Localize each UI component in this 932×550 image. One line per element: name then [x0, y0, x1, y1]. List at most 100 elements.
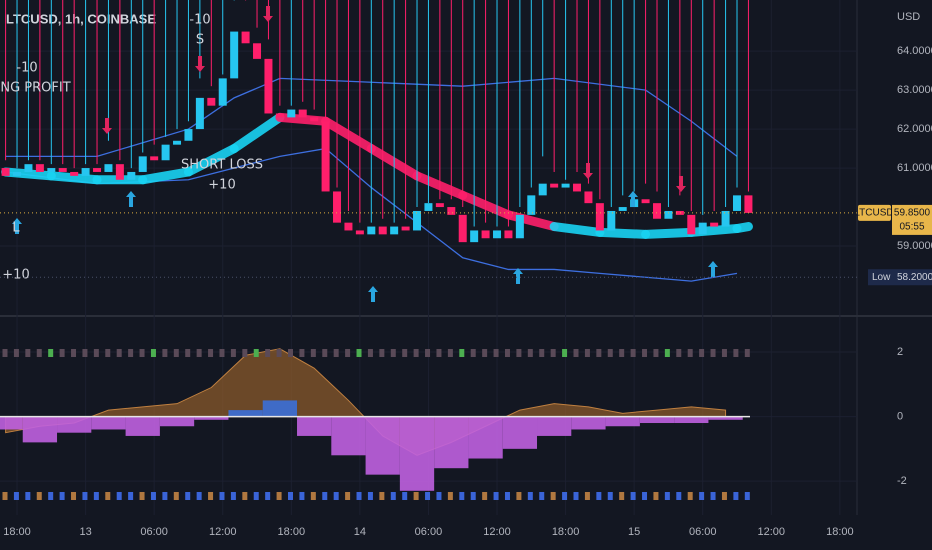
candle-body	[58, 168, 67, 172]
histogram-bar	[674, 416, 709, 424]
signal-dot	[265, 492, 271, 500]
chart-title: LTCUSD, 1h, COINBASE	[6, 11, 156, 26]
signal-dot	[356, 492, 362, 500]
histogram-bar	[468, 416, 503, 459]
signal-dot	[710, 492, 716, 500]
candle-body	[710, 222, 719, 227]
x-tick-label: 12:00	[209, 526, 237, 538]
candle-body	[515, 214, 524, 239]
signal-dot	[573, 349, 579, 357]
ribbon-segment	[1, 167, 56, 181]
histogram-bar	[537, 416, 572, 436]
buy-arrow	[126, 191, 136, 207]
signal-dot	[105, 349, 111, 357]
x-tick-label: 18:00	[826, 526, 854, 538]
signal-dot	[196, 349, 202, 357]
candle-body	[275, 113, 284, 118]
signal-dot	[299, 349, 305, 357]
signal-dot	[25, 349, 31, 357]
buy-arrow	[12, 218, 22, 234]
buy-arrow	[513, 268, 523, 284]
candle-body	[104, 164, 113, 172]
candle-body	[653, 203, 662, 219]
y-tick-label: 59.0000	[897, 240, 932, 252]
annotation: S	[196, 33, 204, 48]
signal-dot	[116, 492, 122, 500]
signal-dot	[173, 349, 179, 357]
candle-body	[344, 222, 353, 231]
ribbon-segment	[229, 112, 285, 154]
signal-dot	[390, 349, 396, 357]
candle-body	[161, 144, 170, 161]
signal-dot	[482, 349, 488, 357]
signal-dot	[459, 349, 465, 357]
signal-dot	[493, 349, 499, 357]
ribbon-segment	[183, 144, 239, 177]
countdown-text: 05:55	[899, 222, 924, 233]
x-tick-label: 13	[79, 526, 91, 538]
signal-dot	[299, 492, 305, 500]
candle-body	[390, 226, 399, 235]
x-tick-label: 18:00	[552, 526, 580, 538]
x-tick-label: 06:00	[140, 526, 168, 538]
signal-dot	[630, 492, 636, 500]
signal-dot	[242, 349, 248, 357]
signal-dot	[607, 349, 613, 357]
sell-arrow	[195, 56, 205, 72]
signal-dot	[173, 492, 179, 500]
signal-dot	[333, 492, 339, 500]
ribbon-segment	[46, 171, 102, 185]
histogram-bar	[125, 416, 160, 436]
x-tick-label: 12:00	[483, 526, 511, 538]
signal-dot	[13, 349, 19, 357]
candle-body	[584, 191, 593, 204]
signal-dot	[356, 349, 362, 357]
candle-body	[573, 183, 582, 192]
y-tick-label: 2	[897, 346, 903, 358]
signal-dot	[676, 492, 682, 500]
signal-dot	[664, 492, 670, 500]
signal-dot	[562, 349, 568, 357]
signal-dot	[744, 349, 750, 357]
signal-dot	[699, 349, 705, 357]
signal-dot	[36, 349, 42, 357]
signal-dot	[219, 492, 225, 500]
ribbon-segment	[549, 222, 605, 237]
histogram-bar	[708, 416, 743, 420]
histogram-bar	[22, 416, 58, 443]
currency-label: USD	[897, 11, 920, 23]
x-tick-label: 18:00	[278, 526, 306, 538]
signal-dot	[82, 492, 88, 500]
candle-body	[310, 117, 319, 122]
candle-body	[721, 210, 730, 227]
ribbon-segment	[595, 227, 651, 239]
candle-body	[435, 203, 444, 208]
symbol-tag	[858, 204, 891, 221]
candle-body	[195, 97, 204, 130]
signal-dot	[93, 492, 99, 500]
histogram-bar	[194, 416, 229, 420]
signal-dot	[584, 349, 590, 357]
candle-body	[664, 210, 673, 219]
candle-body	[173, 140, 182, 145]
candle-body	[138, 156, 147, 172]
signal-dot	[721, 492, 727, 500]
annotation: -10	[189, 13, 210, 28]
histogram-bar	[262, 400, 298, 417]
signal-dot	[413, 492, 419, 500]
candle-body	[367, 226, 376, 235]
price-tag	[892, 204, 932, 235]
candle-body	[287, 109, 296, 118]
candle-body	[207, 97, 216, 106]
candle-body	[470, 230, 479, 243]
band-line	[5, 147, 738, 282]
signal-dot	[345, 349, 351, 357]
signal-dot	[230, 349, 236, 357]
symbol-tag-text: LTCUSD	[854, 208, 893, 219]
signal-dot	[676, 349, 682, 357]
signal-dot	[150, 492, 156, 500]
signal-dot	[733, 492, 739, 500]
signal-dot	[242, 492, 248, 500]
signal-dot	[310, 349, 316, 357]
signal-dot	[664, 349, 670, 357]
